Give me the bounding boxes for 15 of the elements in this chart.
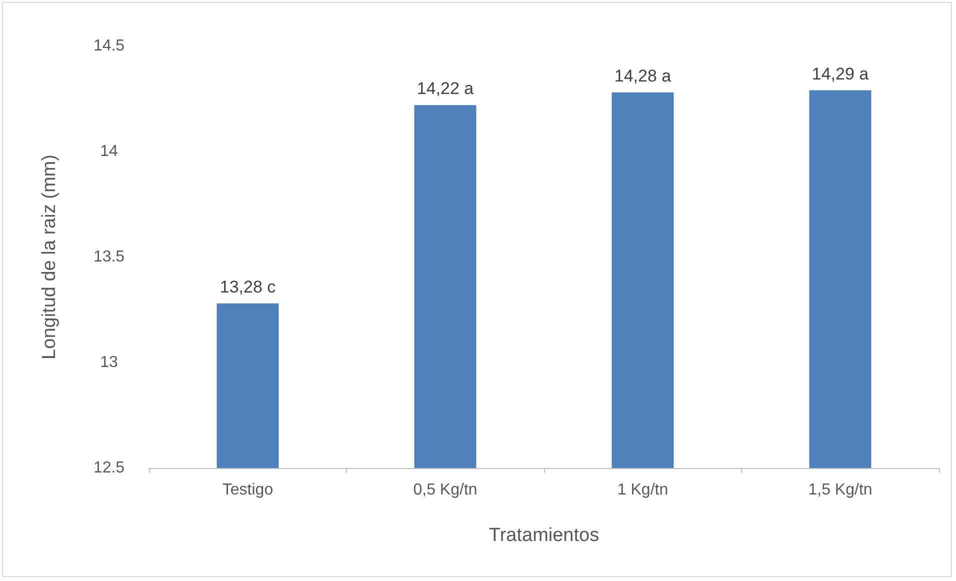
data-label: 13,28 c: [220, 277, 276, 296]
y-tick-label: 12.5: [93, 460, 125, 476]
y-axis-title: Longitud de la raiz (mm): [39, 154, 60, 360]
x-axis-title: Tratamientos: [488, 525, 600, 546]
x-tick-label: Testigo: [222, 482, 274, 498]
x-tick-label: 0,5 Kg/tn: [413, 482, 478, 498]
data-label: 14,28 a: [614, 66, 672, 86]
y-tick-label: 13.5: [93, 248, 125, 266]
data-label: 14,29 a: [812, 64, 870, 84]
x-tick-label: 1,5 Kg/tn: [808, 482, 872, 498]
x-tick-label: 1 Kg/tn: [617, 482, 668, 498]
data-label: 14,22 a: [416, 79, 474, 98]
y-tick-label: 14: [100, 143, 118, 160]
y-tick-label: 14.5: [93, 38, 125, 54]
y-tick-label: 13: [100, 354, 118, 371]
